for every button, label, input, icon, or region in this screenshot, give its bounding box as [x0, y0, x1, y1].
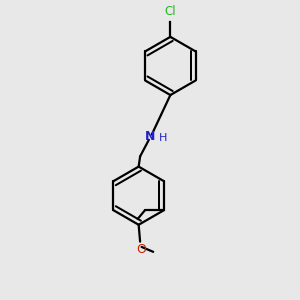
Text: H: H — [159, 133, 167, 143]
Text: O: O — [136, 243, 146, 256]
Text: N: N — [145, 130, 155, 143]
Text: Cl: Cl — [165, 5, 176, 18]
